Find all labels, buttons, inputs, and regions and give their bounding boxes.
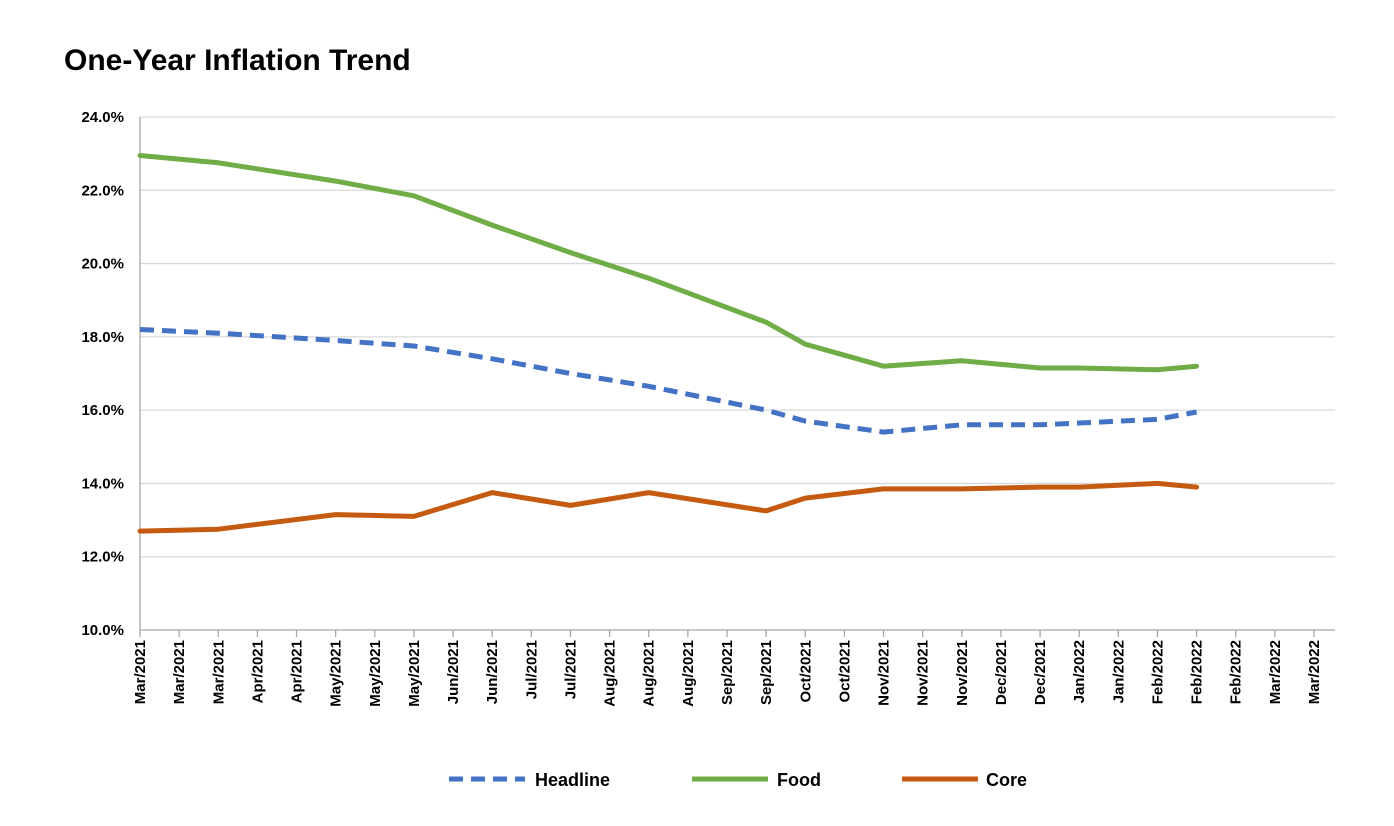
data-point-food bbox=[1155, 367, 1160, 372]
y-tick-label: 14.0% bbox=[81, 475, 124, 492]
data-point-core bbox=[1077, 485, 1082, 490]
data-point-core bbox=[411, 514, 416, 519]
grid-layer bbox=[140, 116, 1335, 558]
axis-layer: 10.0% 12.0% 14.0% 16.0% 18.0% 20.0% 22.0% 24.0%… bbox=[81, 109, 1335, 707]
data-point-food bbox=[803, 342, 808, 347]
x-tick-label: Mar/2021 bbox=[132, 640, 149, 704]
series-layer bbox=[137, 153, 1200, 534]
chart-title: One-Year Inflation Trend bbox=[64, 44, 411, 77]
x-tick-label: Jan/2022 bbox=[1110, 640, 1127, 703]
x-tick-label: Feb/2022 bbox=[1149, 640, 1166, 704]
data-point-food bbox=[764, 320, 769, 325]
x-tick-label: Feb/2022 bbox=[1228, 640, 1245, 704]
series-line-food bbox=[137, 153, 1200, 373]
legend-label-core: Core bbox=[986, 770, 1027, 790]
data-point-food bbox=[881, 364, 886, 369]
data-point-headline bbox=[803, 419, 808, 424]
data-point-headline bbox=[568, 371, 573, 376]
data-point-headline bbox=[764, 408, 769, 413]
data-point-core bbox=[1155, 481, 1160, 486]
data-point-headline bbox=[411, 344, 416, 349]
x-tick-label: Nov/2021 bbox=[876, 640, 893, 706]
x-tick-label: Jun/2021 bbox=[484, 640, 501, 704]
data-point-headline bbox=[490, 356, 495, 361]
y-tick-label: 22.0% bbox=[81, 182, 124, 199]
data-point-core bbox=[959, 486, 964, 491]
x-tick-label: Jul/2021 bbox=[523, 640, 540, 699]
x-tick-label: Oct/2021 bbox=[797, 640, 814, 703]
x-tick-label: Sep/2021 bbox=[758, 640, 775, 705]
y-tick-label: 24.0% bbox=[81, 109, 124, 126]
legend-label-food: Food bbox=[777, 770, 821, 790]
data-point-food bbox=[490, 223, 495, 228]
x-tick-label: Mar/2021 bbox=[210, 640, 227, 704]
data-point-core bbox=[646, 490, 651, 495]
x-tick-label: Jun/2021 bbox=[445, 640, 462, 704]
y-tick-label: 20.0% bbox=[81, 256, 124, 273]
x-tick-label: May/2021 bbox=[406, 640, 423, 707]
x-tick-label: Apr/2021 bbox=[249, 640, 266, 703]
data-point-food bbox=[216, 160, 221, 165]
y-tick-label: 16.0% bbox=[81, 402, 124, 419]
x-tick-label: Aug/2021 bbox=[680, 640, 697, 707]
data-point-headline bbox=[1155, 417, 1160, 422]
data-point-food bbox=[411, 193, 416, 198]
x-tick-label: May/2021 bbox=[367, 640, 384, 707]
data-point-food bbox=[1194, 364, 1199, 369]
data-point-food bbox=[1077, 366, 1082, 371]
data-point-core bbox=[1038, 485, 1043, 490]
data-point-headline bbox=[216, 331, 221, 336]
y-tick-label: 12.0% bbox=[81, 549, 124, 566]
x-tick-label: Jul/2021 bbox=[562, 640, 579, 699]
x-tick-label: Feb/2022 bbox=[1189, 640, 1206, 704]
data-point-core bbox=[216, 527, 221, 532]
data-point-headline bbox=[959, 422, 964, 427]
x-tick-label: Aug/2021 bbox=[602, 640, 619, 707]
data-point-food bbox=[568, 250, 573, 255]
x-tick-label: Nov/2021 bbox=[915, 640, 932, 706]
x-tick-label: Apr/2021 bbox=[289, 640, 306, 703]
data-point-core bbox=[490, 490, 495, 495]
data-point-headline bbox=[333, 338, 338, 343]
data-point-headline bbox=[1077, 421, 1082, 426]
data-point-core bbox=[764, 508, 769, 513]
data-point-headline bbox=[646, 384, 651, 389]
y-tick-label: 18.0% bbox=[81, 329, 124, 346]
data-point-food bbox=[333, 179, 338, 184]
data-point-core bbox=[881, 486, 886, 491]
x-tick-label: Oct/2021 bbox=[836, 640, 853, 703]
data-point-headline bbox=[1194, 410, 1199, 415]
x-tick-label: Dec/2021 bbox=[993, 640, 1010, 705]
x-tick-label: May/2021 bbox=[328, 640, 345, 707]
x-tick-label: Mar/2022 bbox=[1267, 640, 1284, 704]
data-point-food bbox=[646, 276, 651, 281]
series-line-headline bbox=[139, 327, 1198, 435]
data-point-core bbox=[1194, 485, 1199, 490]
data-point-core bbox=[138, 529, 143, 534]
x-tick-label: Mar/2022 bbox=[1306, 640, 1323, 704]
data-point-headline bbox=[881, 430, 886, 435]
data-point-food bbox=[138, 153, 143, 158]
data-point-food bbox=[959, 358, 964, 363]
data-point-headline bbox=[138, 327, 143, 332]
data-point-food bbox=[1038, 366, 1043, 371]
series-line-core bbox=[137, 480, 1200, 534]
x-tick-label: Dec/2021 bbox=[1032, 640, 1049, 705]
data-point-core bbox=[333, 512, 338, 517]
x-tick-label: Jan/2022 bbox=[1071, 640, 1088, 703]
data-point-core bbox=[803, 496, 808, 501]
x-tick-label: Nov/2021 bbox=[954, 640, 971, 706]
x-tick-label: Aug/2021 bbox=[641, 640, 658, 707]
data-point-headline bbox=[1038, 422, 1043, 427]
x-tick-label: Sep/2021 bbox=[719, 640, 736, 705]
y-tick-label: 10.0% bbox=[81, 622, 124, 639]
data-point-core bbox=[568, 503, 573, 508]
legend: Headline Food Core bbox=[449, 770, 1027, 790]
legend-label-headline: Headline bbox=[535, 770, 610, 790]
x-tick-label: Mar/2021 bbox=[171, 640, 188, 704]
